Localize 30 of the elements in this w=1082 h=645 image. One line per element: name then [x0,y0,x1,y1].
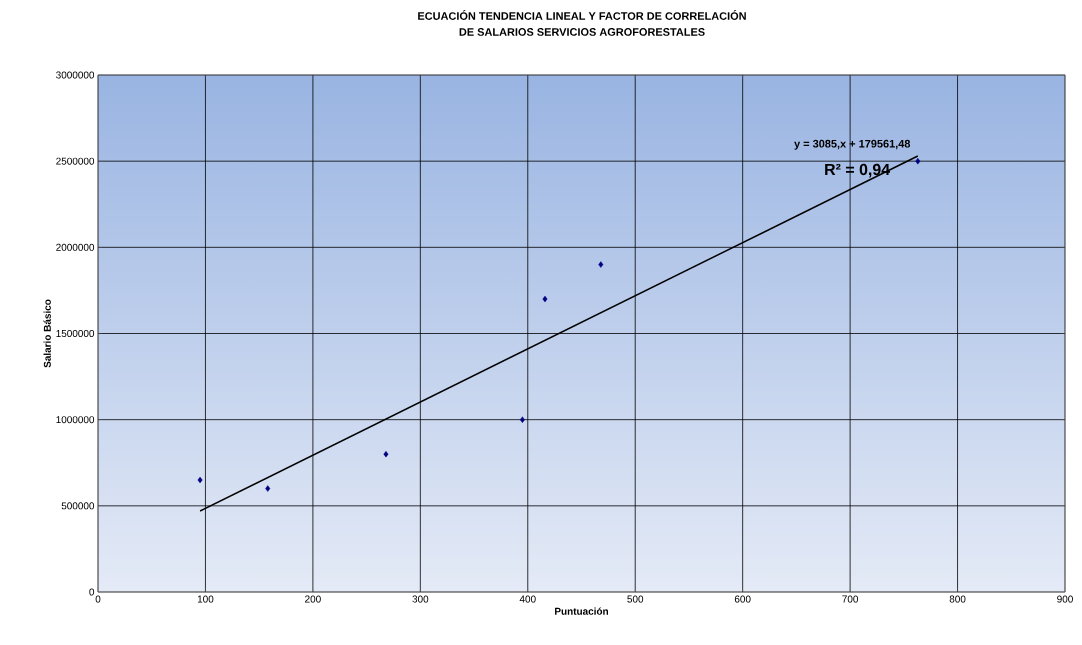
x-tick-label: 300 [412,595,429,603]
y-tick-label: 2500000 [56,157,95,165]
point [197,476,203,484]
annotation: R² = 0,94 [825,163,891,178]
x-tick-label: 600 [734,595,751,603]
point [383,450,389,458]
chart-subtitle: DE SALARIOS SERVICIOS AGROFORESTALES [459,28,705,36]
x-axis-title: Puntuación [555,607,609,615]
y-tick-label: 0 [89,588,95,596]
chart-title: ECUACIÓN TENDENCIA LINEAL Y FACTOR DE CORRELACIÓN [418,10,746,20]
point [915,157,921,165]
y-tick-label: 3000000 [56,71,95,79]
x-tick-label: 400 [519,595,536,603]
x-tick-label: 500 [627,595,644,603]
x-tick-label: 0 [95,595,101,603]
point [598,261,604,268]
x-tick-label: 800 [949,595,966,603]
y-tick-label: 500000 [61,502,95,510]
point [519,416,525,423]
point [265,485,271,492]
y-tick-label: 1000000 [56,416,95,424]
point [542,295,548,303]
annotation: y = 3085,x + 179561,48 [794,139,911,150]
y-tick-label: 1500000 [56,329,95,338]
x-tick-label: 700 [842,595,859,603]
x-tick-label: 100 [197,595,214,603]
y-tick-label: 2000000 [56,243,95,251]
x-tick-label: 900 [1057,595,1073,603]
y-axis-title: Salario Básico [43,299,51,368]
x-tick-label: 200 [305,595,321,603]
